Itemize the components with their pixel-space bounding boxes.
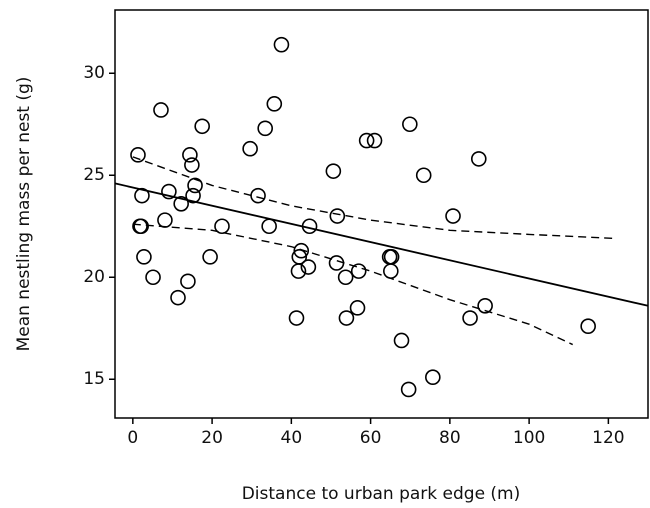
data-point xyxy=(261,218,277,235)
data-point xyxy=(153,102,169,118)
x-tick-label: 40 xyxy=(281,428,303,448)
data-point xyxy=(445,208,461,224)
data-point xyxy=(202,249,218,265)
data-point xyxy=(134,187,150,204)
data-point xyxy=(400,381,417,398)
data-point xyxy=(273,36,290,53)
data-point xyxy=(425,369,441,386)
data-point xyxy=(350,263,367,279)
x-tick-label: 100 xyxy=(513,428,545,448)
y-tick-label: 25 xyxy=(83,165,105,185)
data-point xyxy=(133,218,149,235)
data-point xyxy=(338,310,355,326)
data-point xyxy=(325,163,342,179)
data-point xyxy=(383,263,399,279)
data-point xyxy=(157,212,173,228)
x-tick-label: 0 xyxy=(127,428,138,448)
data-point xyxy=(393,332,410,349)
data-point xyxy=(349,300,366,316)
data-point xyxy=(242,140,258,157)
plot-frame xyxy=(114,9,649,419)
y-axis-label: Mean nestling mass per nest (g) xyxy=(14,77,34,352)
y-tick-label: 30 xyxy=(83,63,105,83)
x-tick-label: 60 xyxy=(360,428,382,448)
data-point xyxy=(257,120,273,137)
data-point xyxy=(184,157,200,173)
regression-line xyxy=(114,182,649,307)
confidence-band xyxy=(132,223,574,346)
data-point xyxy=(415,167,432,184)
data-point xyxy=(170,289,186,306)
data-point xyxy=(130,147,146,163)
data-point xyxy=(462,310,478,326)
data-point xyxy=(266,96,283,112)
x-tick-label: 80 xyxy=(439,428,461,448)
data-point xyxy=(328,255,345,271)
data-point xyxy=(214,218,230,235)
data-point xyxy=(288,310,305,326)
data-point xyxy=(194,118,210,135)
data-point xyxy=(470,151,487,167)
data-point xyxy=(337,269,354,286)
data-point xyxy=(173,196,189,212)
data-point xyxy=(402,116,418,133)
data-point xyxy=(145,269,161,286)
data-point xyxy=(161,183,177,200)
confidence-band xyxy=(132,156,617,240)
data-point xyxy=(329,208,346,224)
data-point xyxy=(291,249,308,265)
data-point xyxy=(477,297,493,314)
data-point xyxy=(358,132,375,149)
data-point xyxy=(185,187,201,204)
data-point xyxy=(187,177,203,194)
y-tick-label: 20 xyxy=(83,267,105,287)
data-point xyxy=(136,249,152,265)
data-point xyxy=(182,147,198,163)
data-point xyxy=(300,259,317,275)
data-point xyxy=(293,242,310,259)
data-point xyxy=(580,318,596,335)
x-tick-label: 20 xyxy=(201,428,223,448)
data-point xyxy=(366,132,383,149)
data-point xyxy=(180,273,196,290)
x-tick-label: 120 xyxy=(592,428,624,448)
data-point xyxy=(132,218,148,235)
y-tick-label: 15 xyxy=(83,369,105,389)
x-axis-label: Distance to urban park edge (m) xyxy=(242,484,521,504)
data-point xyxy=(250,187,266,204)
